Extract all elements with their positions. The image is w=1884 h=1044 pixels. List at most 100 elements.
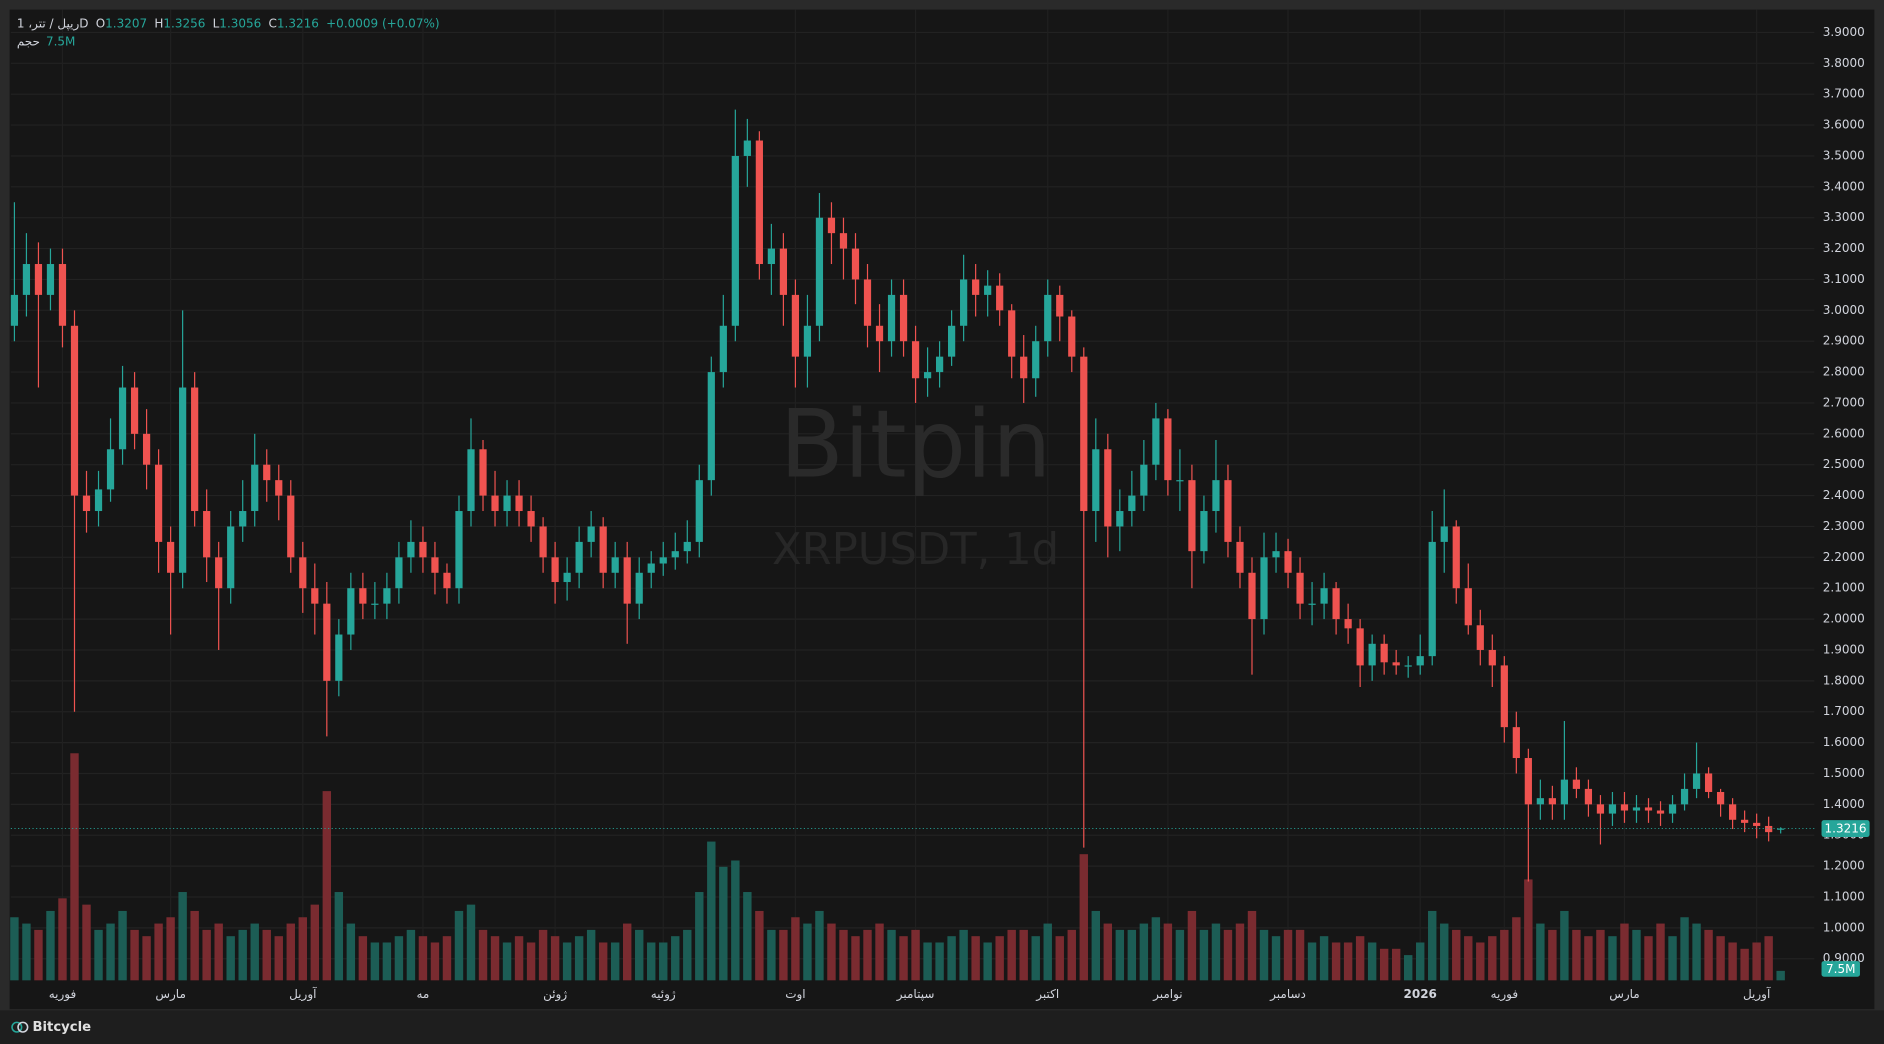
candle-body — [1428, 541, 1436, 657]
volume-bar — [1572, 929, 1581, 981]
candle-body — [395, 557, 403, 589]
volume-bar — [1403, 955, 1413, 981]
y-tick-label: 2.0000 — [1823, 612, 1865, 626]
volume-bar — [310, 904, 320, 981]
volume-bar — [154, 923, 163, 981]
candle-body — [587, 526, 595, 542]
legend-high-label: H — [154, 17, 163, 31]
footer-icon — [11, 1021, 29, 1033]
volume-bar — [262, 929, 271, 981]
volume-bar — [647, 942, 656, 981]
volume-bar — [406, 929, 416, 981]
volume-bar — [683, 929, 692, 981]
volume-bar — [1608, 936, 1617, 981]
candle-body — [443, 572, 451, 589]
volume-bar — [358, 936, 368, 981]
candle-body — [1416, 656, 1424, 666]
candle-body — [1092, 449, 1100, 512]
candle-body — [563, 572, 571, 583]
candle-body — [118, 387, 127, 450]
candle-body — [1296, 572, 1304, 604]
volume-bar — [875, 923, 884, 981]
volume-bar — [166, 917, 175, 981]
volume-bar — [1632, 929, 1641, 981]
volume-bar — [1668, 936, 1677, 981]
volume-bar — [142, 936, 151, 981]
candle-body — [1404, 665, 1412, 667]
volume-bar — [839, 929, 848, 981]
volume-bar — [983, 942, 992, 981]
y-tick-label: 3.7000 — [1823, 87, 1865, 101]
volume-bar — [274, 936, 283, 981]
candle-body — [1392, 662, 1400, 666]
candle-body — [996, 285, 1004, 311]
volume-bar — [106, 923, 115, 981]
x-tick-label: فوریه — [49, 987, 77, 1002]
candle-body — [215, 557, 223, 589]
y-tick-label: 2.4000 — [1823, 488, 1865, 502]
volume-bar — [1704, 929, 1713, 981]
volume-bar — [851, 936, 860, 981]
volume-bar — [10, 917, 19, 981]
volume-bar — [1560, 910, 1569, 981]
candle-body — [383, 588, 391, 604]
footer-brand[interactable]: Bitcycle — [32, 1020, 91, 1035]
volume-bar — [178, 892, 187, 981]
volume-bar — [947, 936, 956, 981]
watermark-subtitle: XRPUSDT, 1d — [772, 525, 1059, 575]
candle-body — [647, 563, 655, 573]
candle-body — [1620, 804, 1629, 811]
candle-body — [1632, 807, 1641, 811]
candle-body — [887, 294, 896, 342]
candle-body — [299, 557, 307, 589]
legend-close: 1.3216 — [277, 17, 319, 31]
candle-body — [239, 511, 247, 527]
x-tick-label: ژوئیه — [651, 987, 676, 1002]
volume-bar — [1584, 936, 1593, 981]
volume-bar — [935, 942, 944, 981]
candle-body — [1272, 551, 1280, 558]
volume-bar — [58, 898, 67, 981]
y-tick-label: 2.8000 — [1823, 365, 1865, 379]
y-tick-label: 1.2000 — [1823, 859, 1865, 873]
candle-body — [371, 603, 379, 605]
y-tick-label: 2.6000 — [1823, 426, 1865, 440]
volume-bar — [34, 929, 43, 981]
candle-body — [1500, 665, 1508, 728]
candle-body — [94, 489, 103, 512]
candle-body — [1548, 798, 1556, 805]
candle-body — [623, 557, 631, 604]
candle-body — [1777, 828, 1785, 830]
volume-bar — [1680, 917, 1689, 981]
volume-bar — [574, 936, 584, 981]
legend-volume-label: حجم — [17, 35, 40, 49]
volume-bar — [635, 929, 644, 981]
candle-body — [767, 248, 775, 265]
candle-body — [803, 325, 812, 357]
candle-body — [911, 341, 920, 379]
candle-body — [791, 294, 800, 357]
candle-body — [1560, 779, 1568, 805]
candle-body — [599, 526, 607, 573]
y-tick-label: 1.0000 — [1823, 920, 1865, 934]
candle-body — [575, 541, 583, 573]
candle-body — [1608, 804, 1617, 814]
volume-bar — [1115, 929, 1125, 981]
candle-body — [707, 372, 715, 481]
candle-body — [815, 217, 824, 326]
volume-bar — [755, 910, 764, 981]
volume-bar — [478, 929, 488, 981]
candle-body — [743, 140, 751, 156]
candle-body — [515, 495, 523, 512]
volume-bar — [1235, 923, 1245, 981]
volume-bar — [971, 936, 980, 981]
candle-body — [1356, 628, 1364, 666]
volume-bar — [1079, 854, 1088, 981]
candle-body — [1128, 495, 1136, 512]
candle-body — [1140, 464, 1148, 496]
volume-bar — [370, 942, 380, 981]
volume-bar — [550, 936, 560, 981]
candle-body — [251, 464, 259, 512]
candle-body — [58, 264, 67, 326]
volume-bar — [1319, 936, 1329, 981]
